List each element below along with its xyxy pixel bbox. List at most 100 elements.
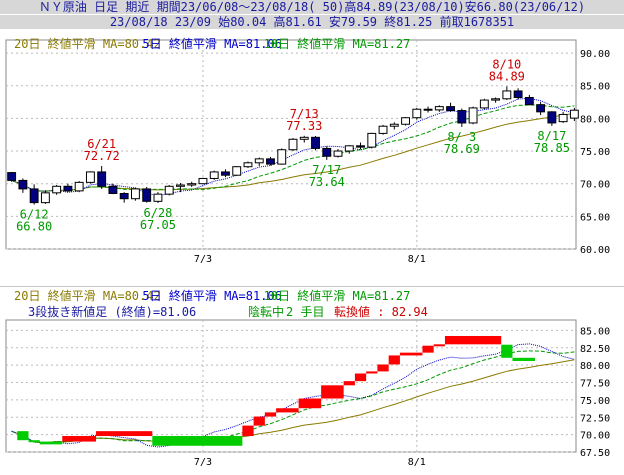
candle-down — [423, 108, 433, 111]
p2-ytick-label: 80.00 — [580, 361, 610, 372]
candle-up — [198, 177, 208, 185]
brick-up — [422, 345, 434, 353]
p2-xtick-label: 7/3 — [194, 457, 212, 468]
candle-down — [119, 192, 129, 200]
brick-down — [39, 441, 63, 445]
ma10-line — [11, 104, 575, 192]
candle-up — [164, 185, 174, 195]
annotation-value: 73.64 — [309, 175, 345, 189]
candle-down — [7, 172, 17, 181]
candle-down — [311, 136, 320, 149]
p2-ytick-label: 85.00 — [580, 326, 610, 337]
brick-up — [96, 431, 153, 437]
break-info-text: 陰転中 — [248, 304, 284, 319]
candle-up — [569, 109, 579, 119]
brick-down — [501, 344, 513, 358]
candle-up — [74, 181, 84, 192]
annotation-value: 72.72 — [84, 149, 120, 163]
candle-down — [97, 171, 107, 187]
chart-header-prices: 23/08/18 23/09 始80.04 高81.61 安79.59 終81.… — [0, 15, 624, 29]
p1-ytick-label: 60.00 — [580, 245, 610, 256]
brick-down — [152, 436, 243, 446]
legend-entry: 20日 終値平滑 MA=80.42 — [14, 36, 161, 51]
candle-down — [536, 104, 546, 113]
candle-up — [299, 136, 309, 140]
p2-ytick-label: 77.50 — [580, 379, 610, 390]
p2-ytick-label: 70.00 — [580, 431, 610, 442]
brick-up — [343, 381, 355, 386]
candle-down — [524, 96, 534, 106]
annotation-value: 78.69 — [444, 142, 480, 156]
break-info-text: 転換値 : 82.94 — [334, 304, 428, 319]
annotation-value: 66.80 — [16, 220, 52, 234]
annotation-date: 7/13 — [290, 107, 319, 121]
candle-up — [378, 125, 388, 134]
brick-down — [512, 357, 535, 361]
candle-down — [547, 111, 557, 124]
brick-up — [62, 436, 97, 442]
candle-up — [558, 113, 568, 123]
p2-ytick-label: 67.50 — [580, 448, 610, 459]
brick-down — [17, 431, 29, 441]
brick-up — [388, 355, 400, 365]
legend-entry: 5日 終値平滑 MA=81.06 — [142, 288, 281, 303]
p1-ytick-label: 75.00 — [580, 147, 610, 158]
candle-down — [63, 185, 73, 192]
annotation-value: 77.33 — [286, 119, 322, 133]
p1-ytick-label: 80.00 — [580, 114, 610, 125]
candle-down — [513, 90, 523, 98]
candle-up — [479, 99, 489, 109]
candle-up — [288, 138, 298, 151]
candle-up — [176, 184, 185, 187]
candle-up — [243, 162, 253, 168]
legend-entry: 20日 終値平滑 MA=80.42 — [14, 288, 161, 303]
candle-up — [187, 183, 197, 186]
brick-up — [366, 371, 378, 374]
candle-up — [491, 98, 501, 101]
brick-down — [28, 440, 40, 443]
candle-up — [254, 158, 264, 164]
brick-up — [377, 364, 389, 372]
candle-down — [266, 158, 275, 165]
candle-down — [108, 185, 118, 194]
candle-down — [457, 110, 467, 124]
candle-up — [85, 171, 95, 183]
brick-up — [298, 398, 322, 409]
candle-up — [344, 145, 354, 152]
brick-up — [253, 416, 265, 426]
candle-up — [52, 185, 62, 194]
p1-xtick-label: 8/1 — [408, 254, 426, 265]
brick-up — [354, 373, 367, 382]
p1-ytick-label: 85.00 — [580, 82, 610, 93]
candle-up — [277, 149, 287, 165]
candle-down — [29, 188, 39, 204]
brick-up — [276, 408, 299, 413]
brick-up — [264, 412, 277, 417]
annotation-value: 84.89 — [489, 69, 525, 83]
break-info-text: 2 手目 — [286, 305, 324, 319]
candle-up — [401, 117, 410, 125]
candle-up — [468, 107, 478, 124]
ma5-line — [11, 343, 575, 448]
brick-up — [433, 344, 445, 347]
ma20-line — [11, 359, 575, 444]
candle-up — [333, 150, 343, 157]
candle-up — [232, 166, 242, 176]
annotation-value: 67.05 — [140, 218, 176, 232]
candle-up — [130, 188, 140, 200]
annotation-date: 6/21 — [87, 137, 116, 151]
candle-up — [412, 108, 422, 119]
p1-xtick-label: 7/3 — [194, 254, 212, 265]
candle-down — [446, 106, 456, 112]
legend-entry: 5日 終値平滑 MA=81.06 — [142, 36, 281, 51]
candle-up — [389, 123, 399, 127]
brick-up — [399, 352, 423, 356]
p2-xtick-label: 8/1 — [408, 457, 426, 468]
panel-divider — [0, 286, 624, 287]
candle-down — [142, 188, 152, 202]
candle-up — [502, 90, 512, 100]
brick-up — [444, 335, 502, 345]
p1-ytick-label: 70.00 — [580, 180, 610, 191]
legend-entry: 10日 終値平滑 MA=81.27 — [264, 288, 411, 303]
candle-up — [153, 193, 163, 202]
